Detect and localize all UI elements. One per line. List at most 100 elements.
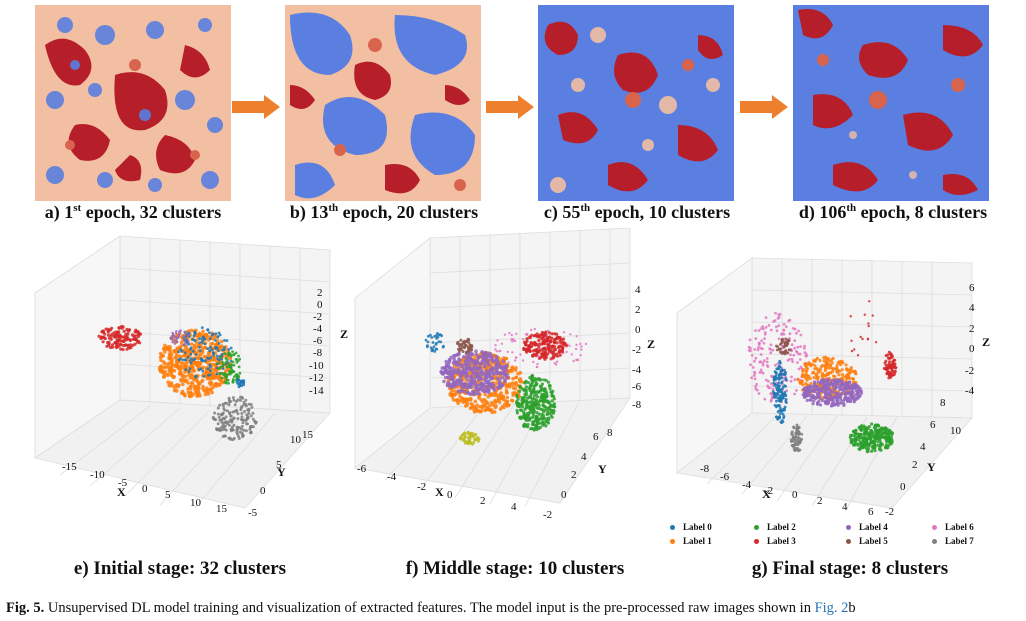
- scatter-point: [451, 370, 455, 375]
- scatter-point: [223, 417, 226, 421]
- scatter-point: [240, 418, 243, 421]
- scatter-point: [779, 406, 782, 410]
- legend-label: Label 5: [859, 536, 888, 546]
- series-label-0: [771, 359, 788, 425]
- scatter-point: [203, 346, 208, 350]
- scatter-point: [183, 343, 186, 346]
- segmentation-svg: [35, 5, 231, 201]
- scatter-point: [540, 382, 544, 386]
- scatter-point: [500, 342, 504, 345]
- axes-box: [354, 228, 631, 507]
- scatter-point: [834, 393, 838, 397]
- scatter-point: [172, 368, 177, 373]
- scatter-point: [471, 366, 476, 370]
- scatter-point: [206, 328, 210, 332]
- scatter-point: [852, 385, 856, 389]
- scatter-point: [532, 334, 537, 338]
- scatter-point: [843, 397, 847, 401]
- scatter-point: [867, 322, 870, 325]
- scatter-point: [796, 345, 800, 349]
- scatter-point: [773, 378, 776, 382]
- scatter-point: [791, 433, 795, 437]
- scatter-point: [763, 337, 766, 340]
- y-axis-label: Y: [277, 465, 286, 479]
- scatter-point: [207, 331, 211, 334]
- scatter-point: [135, 340, 139, 344]
- scatter-point: [490, 400, 494, 405]
- scatter-point: [768, 386, 772, 390]
- scatter-point: [767, 324, 771, 327]
- scatter-point: [478, 409, 483, 414]
- scatter-point: [440, 371, 444, 376]
- scatter-point: [170, 338, 173, 341]
- figure-link[interactable]: Fig. 2: [814, 600, 849, 616]
- scatter-point: [547, 331, 552, 335]
- scatter-point: [822, 383, 826, 387]
- scatter-point: [209, 388, 213, 392]
- scatter-point: [523, 381, 527, 385]
- scatter-point: [186, 355, 190, 359]
- axes-pane: [119, 235, 331, 414]
- scatter-point: [231, 350, 234, 353]
- z-tick-label: 4: [635, 284, 641, 296]
- scatter-point: [465, 340, 469, 343]
- series-label-4: [801, 377, 864, 408]
- scatter-point: [217, 415, 221, 419]
- scatter-point: [495, 369, 499, 374]
- scatter-point: [575, 335, 578, 338]
- legend-marker-icon: [846, 539, 851, 545]
- scatter-point: [196, 363, 201, 368]
- scatter-point: [249, 425, 252, 429]
- scatter-point: [891, 360, 895, 364]
- scatter-point: [570, 353, 573, 356]
- scatter-point: [778, 377, 782, 380]
- scatter-point: [777, 313, 780, 316]
- scatter-point: [232, 436, 236, 440]
- scatter-point: [886, 431, 890, 435]
- scatter-point: [189, 381, 194, 385]
- scatter-point: [815, 391, 819, 395]
- scatter-point: [522, 424, 526, 429]
- scatter-point: [226, 358, 229, 362]
- scatter-point: [520, 387, 524, 391]
- scatter-point: [811, 396, 815, 400]
- scatter-point: [442, 379, 446, 384]
- scatter-point: [801, 369, 805, 373]
- scatter-point: [460, 342, 464, 346]
- scatter-point: [171, 384, 175, 388]
- scatter-point: [542, 394, 546, 398]
- scatter-point: [464, 382, 468, 386]
- scatter-point: [847, 386, 851, 390]
- scatter-point: [510, 338, 513, 341]
- scatter-point: [781, 412, 785, 416]
- scatter-point: [833, 387, 837, 391]
- scatter-point: [253, 419, 257, 423]
- x-tick-label: 4: [842, 501, 848, 513]
- scatter-point: [187, 340, 190, 343]
- x-tick-label: 5: [165, 489, 171, 501]
- z-tick-label: -2: [313, 311, 322, 323]
- scatter-point: [574, 347, 578, 351]
- scatter-point: [762, 341, 766, 345]
- scatter-point: [537, 356, 542, 360]
- scatter-point: [528, 376, 532, 380]
- scatter-point: [540, 333, 544, 337]
- scatter-point: [575, 343, 578, 346]
- scatter-point: [469, 380, 474, 384]
- scatter-point: [558, 353, 562, 357]
- scatter-point: [763, 331, 767, 334]
- scatter-point: [171, 331, 174, 335]
- scatter-point: [860, 445, 864, 449]
- scatter-point: [753, 348, 757, 351]
- scatter-point: [239, 398, 242, 402]
- scatter-point: [874, 436, 878, 441]
- scatter-point: [468, 357, 473, 361]
- scatter-point: [106, 341, 110, 345]
- scatter-point: [849, 368, 853, 372]
- scatter-point: [772, 320, 775, 323]
- x-tick-label: 2: [480, 495, 486, 507]
- scatter-point: [114, 330, 118, 334]
- z-tick-label: 0: [317, 299, 323, 311]
- scatter-point: [208, 363, 212, 367]
- scatter-point: [459, 338, 463, 342]
